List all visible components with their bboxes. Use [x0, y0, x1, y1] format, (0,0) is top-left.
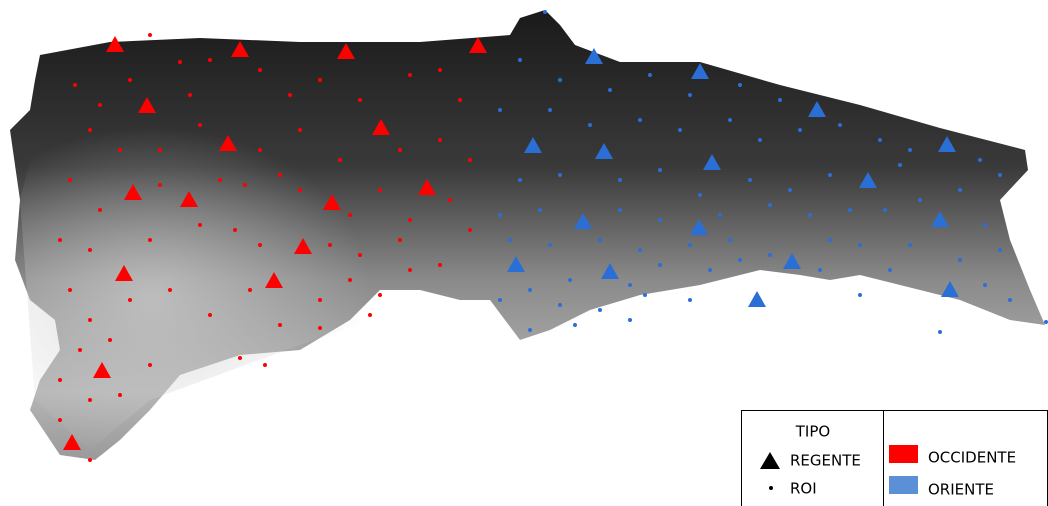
terrain: [10, 10, 1045, 460]
legend-swatch: [889, 476, 918, 494]
legend-item: ROI: [790, 480, 817, 498]
legend-swatch: [889, 445, 918, 463]
legend-title: TIPO: [795, 423, 830, 441]
legend: TIPO REGENTE ROI OCCIDENTE ORIENTE: [742, 410, 1048, 506]
legend-dot: [769, 486, 773, 490]
legend-region: ORIENTE: [928, 481, 994, 499]
legend-region: OCCIDENTE: [928, 449, 1016, 467]
map: TIPO REGENTE ROI OCCIDENTE ORIENTE: [0, 0, 1048, 506]
legend-item: REGENTE: [790, 452, 861, 470]
page: TIPO REGENTE ROI OCCIDENTE ORIENTE (() =…: [0, 0, 1048, 506]
